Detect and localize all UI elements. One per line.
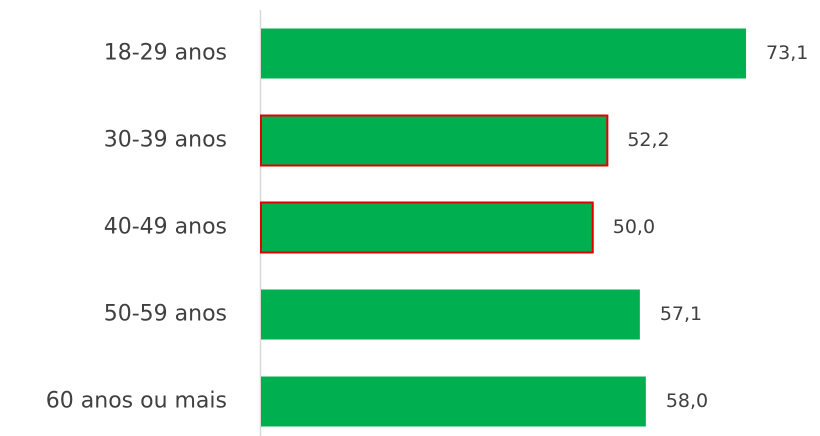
y-tick-label: 60 anos ou mais [46,389,227,414]
data-label: 73,1 [766,42,808,64]
y-tick-label: 50-59 anos [104,302,227,327]
data-label: 58,0 [666,390,708,412]
bar [260,114,609,167]
y-tick-label: 40-49 anos [104,215,227,240]
bar [261,289,640,340]
data-label: 57,1 [660,303,702,325]
bar [261,28,747,79]
bar [261,376,646,427]
bar [260,201,594,254]
y-tick-label: 30-39 anos [104,128,227,153]
y-tick-label: 18-29 anos [104,41,227,66]
data-label: 52,2 [627,129,669,151]
data-label: 50,0 [613,216,655,238]
